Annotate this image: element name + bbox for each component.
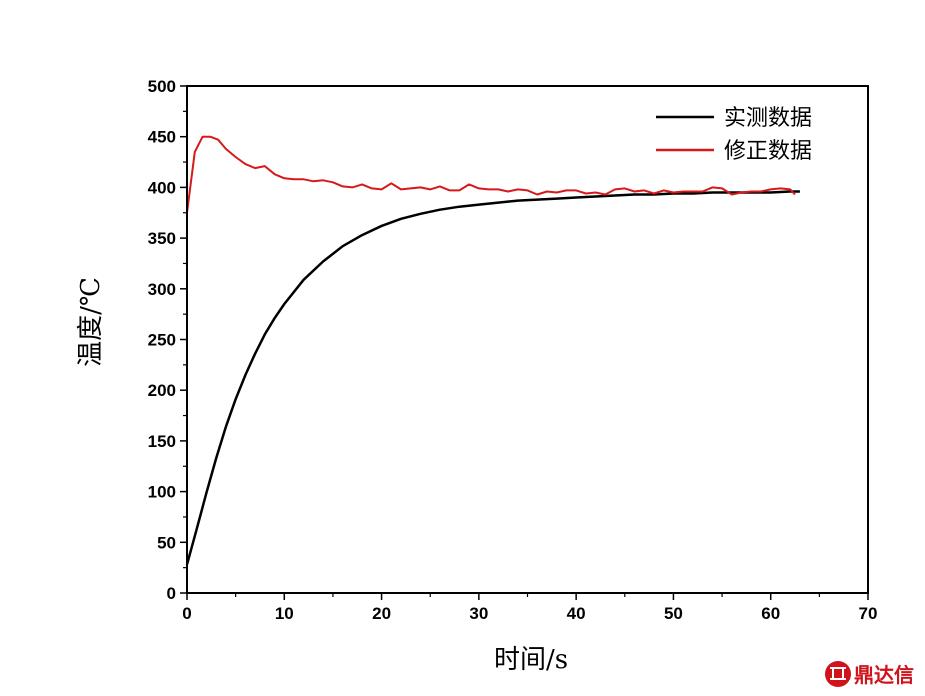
x-axis: 0 10 20 30 40 50 60 70 [182, 593, 877, 623]
x-tick-label: 70 [859, 604, 878, 623]
y-tick-label: 50 [157, 533, 176, 552]
plot-area [185, 135, 800, 565]
watermark-text: 鼎达信 [854, 663, 914, 687]
y-tick-label: 350 [148, 229, 176, 248]
y-tick-label: 450 [148, 128, 176, 147]
x-axis-title: 时间/s [494, 645, 568, 675]
x-tick-label: 60 [761, 604, 780, 623]
legend-label-series-1: 实测数据 [724, 106, 812, 131]
y-tick-label: 0 [167, 584, 176, 603]
y-tick-label: 250 [148, 331, 176, 350]
x-tick-label: 40 [567, 604, 586, 623]
y-tick-label: 150 [148, 432, 176, 451]
y-tick-label: 500 [148, 77, 176, 96]
y-tick-label: 300 [148, 280, 176, 299]
y-tick-label: 100 [148, 483, 176, 502]
x-tick-label: 30 [469, 604, 488, 623]
series-line-1 [185, 190, 800, 565]
x-tick-label: 20 [372, 604, 391, 623]
y-axis-title: 温度/℃ [76, 277, 106, 367]
watermark: 鼎达信 [825, 661, 914, 687]
y-tick-label: 200 [148, 381, 176, 400]
x-tick-label: 50 [664, 604, 683, 623]
y-axis: 0 50 100 150 200 250 300 350 400 450 500 [148, 77, 187, 603]
legend-entry-series-1: 实测数据 [656, 106, 812, 131]
legend-label-series-2: 修正数据 [724, 139, 812, 164]
series-line-2 [186, 135, 796, 213]
legend-entry-series-2: 修正数据 [656, 139, 812, 164]
y-tick-label: 400 [148, 178, 176, 197]
legend: 实测数据 修正数据 [656, 106, 812, 164]
x-tick-label: 10 [275, 604, 294, 623]
x-tick-label: 0 [182, 604, 191, 623]
dingdaxin-logo-icon [825, 661, 851, 687]
